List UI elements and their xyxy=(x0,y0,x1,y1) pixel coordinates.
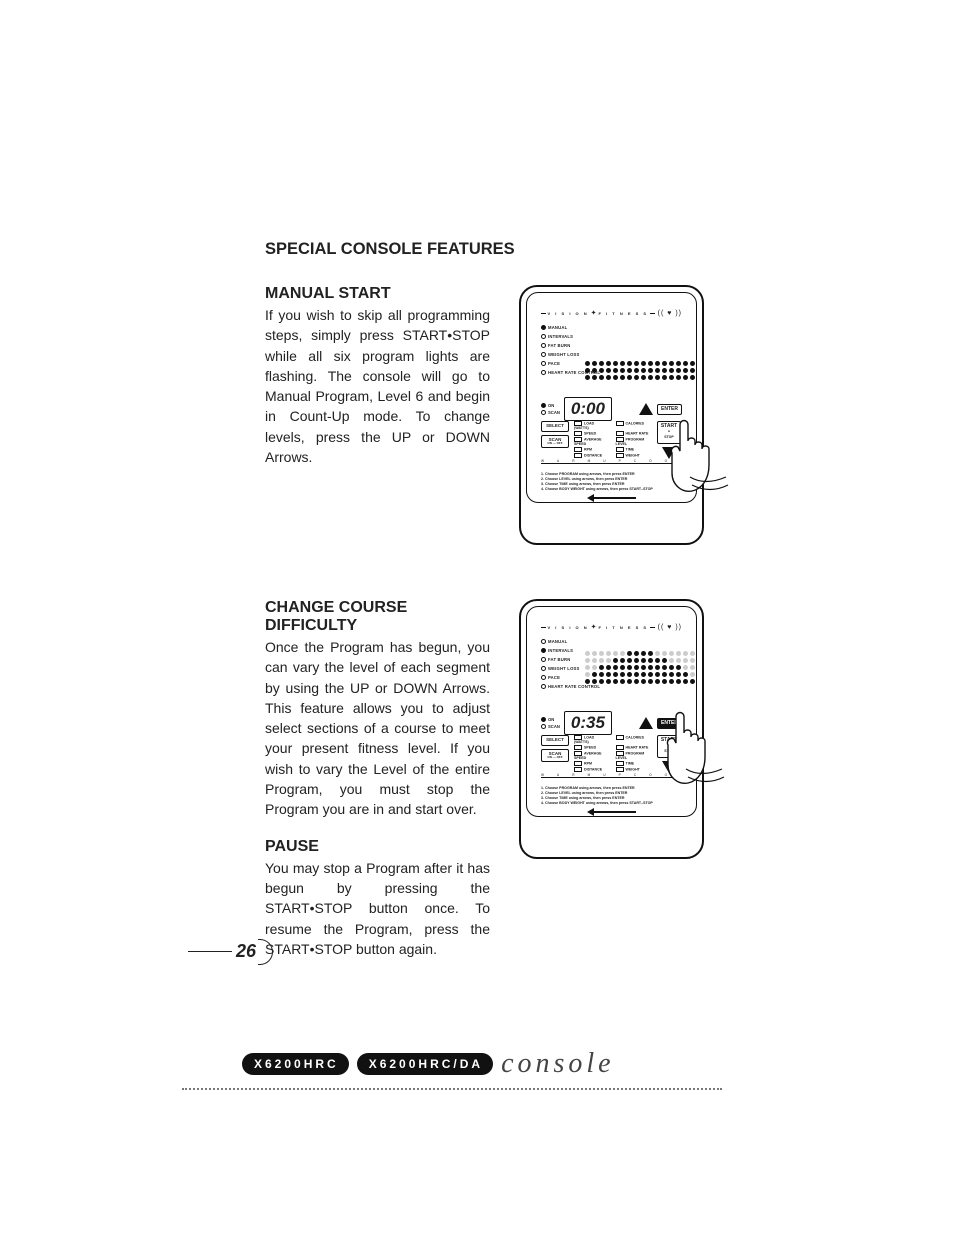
legend: LOAD (WATTS) CALORIES SPEED HEART RATE AVERA… xyxy=(574,735,651,773)
legend-item: SPEED xyxy=(574,431,610,436)
scan-button[interactable]: SCANON — OFF xyxy=(541,435,569,449)
legend-item: PROGRAM LEVEL xyxy=(616,437,652,446)
legend-item: LOAD (WATTS) xyxy=(574,735,610,744)
select-button[interactable]: SELECT xyxy=(541,735,569,746)
footer: X6200HRC X6200HRC/DA console xyxy=(242,1048,730,1090)
legend-item: TIME xyxy=(616,447,652,452)
brand-right: F I T N E S S xyxy=(599,311,649,316)
figure-1-col: V I S I O N ✦ F I T N E S S (( ♥ )) MANU… xyxy=(514,285,709,545)
body-manual-start: If you wish to skip all programming step… xyxy=(265,305,490,467)
page-number-paren xyxy=(258,939,273,965)
footer-title: console xyxy=(501,1048,615,1080)
legend-item: CALORIES xyxy=(616,421,652,430)
page-number: 26 xyxy=(236,941,256,962)
footer-dotted-rule xyxy=(182,1088,722,1090)
program-label: INTERVALS xyxy=(541,332,600,341)
legend-item: SPEED xyxy=(574,745,610,750)
legend-item: CALORIES xyxy=(616,735,652,744)
legend-item: TIME xyxy=(616,761,652,766)
hand-pointer-icon xyxy=(656,699,726,789)
heart-icon: (( ♥ )) xyxy=(658,624,682,631)
console-figure-1: V I S I O N ✦ F I T N E S S (( ♥ )) MANU… xyxy=(519,285,704,545)
brand-left: V I S I O N xyxy=(548,625,589,630)
body-change-course: Once the Program has begun, you can vary… xyxy=(265,637,490,820)
dot-matrix xyxy=(585,361,696,381)
console-figure-2: V I S I O N ✦ F I T N E S S (( ♥ )) MANU… xyxy=(519,599,704,859)
instructions: 1. Choose PROGRAM using arrows, then pre… xyxy=(541,786,682,806)
select-button[interactable]: SELECT xyxy=(541,421,569,432)
time-display: 0:00 xyxy=(564,397,612,421)
program-label: MANUAL xyxy=(541,323,600,332)
row-manual-start: MANUAL START If you wish to skip all pro… xyxy=(265,285,725,545)
up-arrow[interactable] xyxy=(639,403,653,415)
textcol-1: MANUAL START If you wish to skip all pro… xyxy=(265,285,490,467)
brand-left: V I S I O N xyxy=(548,311,589,316)
brand-line: V I S I O N ✦ F I T N E S S (( ♥ )) xyxy=(541,307,682,319)
time-display: 0:35 xyxy=(564,711,612,735)
instruction-line: 4. Choose BODY WEIGHT using arrows, then… xyxy=(541,801,682,806)
section-title: SPECIAL CONSOLE FEATURES xyxy=(265,240,725,259)
dot-matrix xyxy=(585,651,696,685)
program-label: WEIGHT LOSS xyxy=(541,350,600,359)
legend-item: RPM xyxy=(574,447,610,452)
legend-item: PROGRAM LEVEL xyxy=(616,751,652,760)
page: SPECIAL CONSOLE FEATURES MANUAL START If… xyxy=(0,0,954,1235)
textcol-2: CHANGE COURSE DIFFICULTY Once the Progra… xyxy=(265,599,490,959)
legend-item: AVERAGE SPEED xyxy=(574,751,610,760)
heading-pause: PAUSE xyxy=(265,838,490,856)
legend-item: AVERAGE SPEED xyxy=(574,437,610,446)
legend-item: WEIGHT xyxy=(616,453,652,458)
figure-2-col: V I S I O N ✦ F I T N E S S (( ♥ )) MANU… xyxy=(514,599,709,859)
model-pill-2: X6200HRC/DA xyxy=(357,1053,493,1075)
hand-pointer-icon xyxy=(660,407,730,497)
back-arrow xyxy=(587,809,636,815)
body-pause: You may stop a Program after it has begu… xyxy=(265,858,490,959)
heading-change-course: CHANGE COURSE DIFFICULTY xyxy=(265,599,490,635)
legend-item: DISTANCE xyxy=(574,453,610,458)
heading-manual-start: MANUAL START xyxy=(265,285,490,303)
footer-top: X6200HRC X6200HRC/DA console xyxy=(242,1048,730,1080)
brand-right: F I T N E S S xyxy=(599,625,649,630)
heart-icon: (( ♥ )) xyxy=(658,310,682,317)
scan-on-off: ONSCAN xyxy=(541,716,560,730)
scan-button[interactable]: SCANON — OFF xyxy=(541,749,569,763)
program-label: MANUAL xyxy=(541,637,600,646)
content: SPECIAL CONSOLE FEATURES MANUAL START If… xyxy=(265,240,725,959)
program-label: FAT BURN xyxy=(541,341,600,350)
row-change-course: CHANGE COURSE DIFFICULTY Once the Progra… xyxy=(265,599,725,959)
legend-item: WEIGHT xyxy=(616,767,652,772)
model-pill-1: X6200HRC xyxy=(242,1053,349,1075)
brand-line: V I S I O N ✦ F I T N E S S (( ♥ )) xyxy=(541,621,682,633)
up-arrow[interactable] xyxy=(639,717,653,729)
legend-item: HEART RATE xyxy=(616,745,652,750)
back-arrow xyxy=(587,495,636,501)
scan-on-off: ONSCAN xyxy=(541,402,560,416)
legend-item: HEART RATE xyxy=(616,431,652,436)
legend-item: DISTANCE xyxy=(574,767,610,772)
page-number-rule xyxy=(188,951,232,952)
page-number-badge: 26 xyxy=(188,938,273,964)
legend: LOAD (WATTS) CALORIES SPEED HEART RATE AVERA… xyxy=(574,421,651,459)
legend-item: RPM xyxy=(574,761,610,766)
legend-item: LOAD (WATTS) xyxy=(574,421,610,430)
